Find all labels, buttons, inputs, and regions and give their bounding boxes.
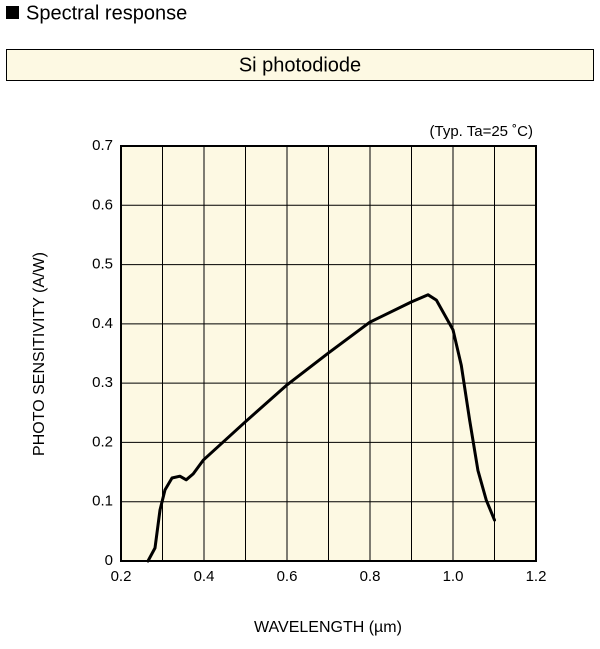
y-axis-label: PHOTO SENSITIVITY (A/W)	[31, 252, 48, 456]
x-axis-label: WAVELENGTH (µm)	[254, 619, 402, 636]
annotation: (Typ. Ta=25 ˚C)	[429, 123, 533, 140]
subtitle: Si photodiode	[239, 54, 361, 76]
x-tick-label: 0.8	[360, 568, 381, 585]
header-bullet	[6, 6, 19, 19]
x-tick-label: 0.6	[277, 568, 298, 585]
x-tick-label: 1.2	[526, 568, 547, 585]
y-tick-label: 0.4	[92, 315, 113, 332]
y-tick-label: 0.3	[92, 374, 113, 391]
x-tick-label: 1.0	[443, 568, 464, 585]
y-tick-label: 0.7	[92, 137, 113, 154]
header-title: Spectral response	[26, 2, 187, 24]
subtitle-box	[6, 49, 594, 81]
x-tick-label: 0.4	[194, 568, 215, 585]
y-tick-label: 0.1	[92, 493, 113, 510]
x-tick-label: 0.2	[111, 568, 132, 585]
plot-frame	[120, 145, 537, 562]
y-tick-label: 0.5	[92, 256, 113, 273]
y-tick-label: 0	[105, 552, 113, 569]
data-line	[146, 293, 496, 563]
y-tick-label: 0.6	[92, 196, 113, 213]
y-tick-label: 0.2	[92, 433, 113, 450]
